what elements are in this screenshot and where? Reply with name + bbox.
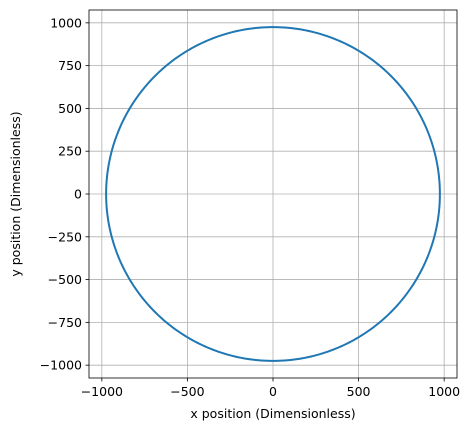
x-tick-label: 1000 bbox=[428, 384, 460, 399]
orbit-series-line bbox=[105, 26, 441, 362]
x-axis-label: x position (Dimensionless) bbox=[190, 406, 355, 421]
y-tick-label: 500 bbox=[58, 101, 82, 116]
series-layer bbox=[105, 26, 441, 362]
grid-lines bbox=[89, 10, 457, 378]
y-tick-label: −500 bbox=[48, 272, 82, 287]
y-tick-label: −750 bbox=[48, 315, 82, 330]
y-axis-label: y position (Dimensionless) bbox=[8, 111, 23, 276]
y-tick-label: 250 bbox=[58, 144, 82, 159]
y-tick-label: 750 bbox=[58, 58, 82, 73]
y-tick-label: 0 bbox=[74, 187, 82, 202]
y-axis-ticks: −1000 −750 −500 −250 0 250 500 750 1000 bbox=[40, 15, 89, 373]
x-tick-label: 0 bbox=[269, 384, 277, 399]
y-tick-label: −1000 bbox=[40, 358, 82, 373]
x-tick-label: −500 bbox=[170, 384, 204, 399]
y-tick-label: −250 bbox=[48, 229, 82, 244]
x-tick-label: 500 bbox=[347, 384, 371, 399]
x-axis-ticks: −1000 −500 0 500 1000 bbox=[81, 378, 460, 399]
x-tick-label: −1000 bbox=[81, 384, 123, 399]
y-tick-label: 1000 bbox=[50, 15, 82, 30]
